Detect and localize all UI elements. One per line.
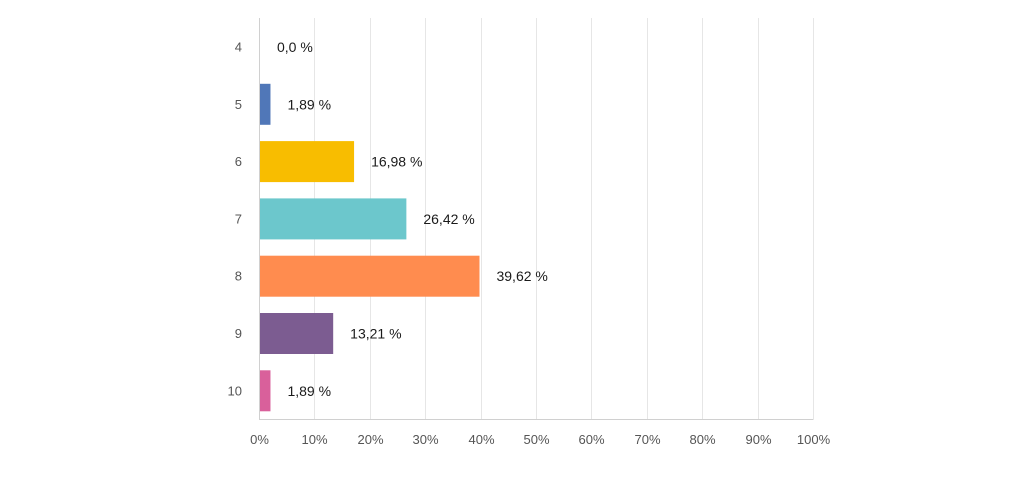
data-label: 1,89 % [287, 96, 331, 112]
x-tick-label: 50% [523, 432, 549, 447]
axes [259, 18, 814, 420]
y-category-label: 4 [235, 40, 242, 55]
x-tick-label: 10% [301, 432, 327, 447]
y-category-label: 7 [235, 211, 242, 226]
x-tick-label: 60% [578, 432, 604, 447]
x-tick-label: 100% [797, 432, 831, 447]
x-tick-label: 40% [468, 432, 494, 447]
x-tick-label: 80% [689, 432, 715, 447]
labels: 0% 10% 20% 30% 40% 50% 60% 70% 80% 90% 100% 4 0,0 % 5… [228, 39, 831, 447]
bars [260, 83, 480, 412]
y-category-label: 9 [235, 326, 242, 341]
bar-10 [260, 370, 271, 412]
bar-8 [260, 255, 480, 297]
bar-9 [260, 313, 334, 354]
bar-6 [260, 141, 355, 183]
data-label: 39,62 % [496, 268, 547, 284]
gridlines [314, 18, 814, 419]
data-label: 26,42 % [423, 211, 474, 227]
x-tick-label: 30% [412, 432, 438, 447]
x-tick-label: 0% [250, 432, 269, 447]
y-category-label: 8 [235, 269, 242, 284]
data-label: 0,0 % [277, 39, 313, 55]
data-label: 16,98 % [371, 154, 422, 170]
x-tick-label: 90% [745, 432, 771, 447]
bar-5 [260, 83, 271, 125]
x-tick-label: 70% [634, 432, 660, 447]
data-label: 1,89 % [287, 383, 331, 399]
bar-7 [260, 198, 407, 240]
data-label: 13,21 % [350, 326, 401, 342]
y-category-label: 10 [228, 383, 242, 398]
x-tick-label: 20% [357, 432, 383, 447]
y-category-label: 6 [235, 154, 242, 169]
y-category-label: 5 [235, 97, 242, 112]
